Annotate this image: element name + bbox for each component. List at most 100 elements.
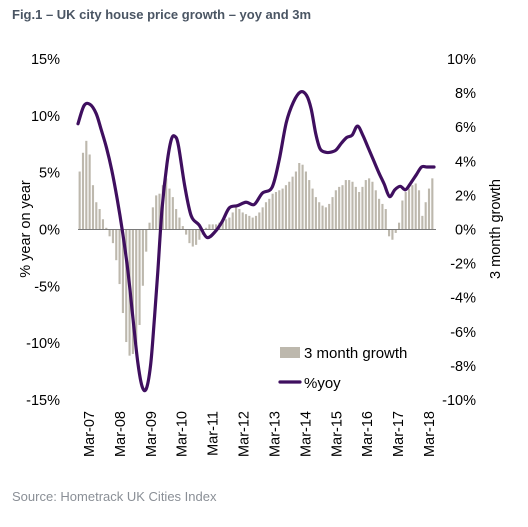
bar-mark	[331, 197, 334, 230]
bar-mark	[141, 229, 144, 286]
bar-mark	[368, 178, 371, 230]
bar-mark	[115, 229, 118, 261]
bar-mark	[291, 176, 294, 230]
bar-mark	[258, 212, 261, 230]
bar-mark	[88, 154, 91, 230]
left-tick-label: 0%	[39, 223, 60, 239]
bar-mark	[324, 207, 327, 230]
bar-mark	[81, 152, 85, 230]
bar-mark	[404, 191, 407, 230]
x-tick-label: Mar-10	[175, 411, 191, 457]
x-axis-ticks: Mar-07 Mar-08 Mar-09 Mar-10 Mar-11 Mar-12 Mar-…	[82, 411, 438, 457]
bar-mark	[251, 217, 254, 230]
bar-mark	[91, 185, 95, 230]
x-tick-label: Mar-12	[237, 411, 253, 457]
bar-mark	[288, 181, 291, 230]
right-tick-label: 4%	[455, 154, 476, 170]
bar-mark	[248, 215, 251, 230]
bar-mark	[178, 217, 181, 230]
right-tick-label: 0%	[455, 223, 476, 239]
bar-mark	[224, 219, 228, 230]
bar-mark	[188, 229, 191, 244]
bar-mark	[78, 171, 81, 230]
bar-mark	[171, 197, 174, 230]
bar-mark	[388, 229, 391, 237]
bar-mark	[175, 209, 178, 230]
bar-mark	[414, 183, 417, 230]
bar-mark	[294, 171, 297, 230]
bar-mark	[268, 198, 271, 230]
bar-mark	[304, 171, 307, 230]
line-series-yoy	[76, 90, 436, 393]
bar-mark	[261, 207, 264, 230]
left-tick-label: 10%	[31, 109, 60, 125]
bar-mark	[211, 224, 214, 230]
bar-mark	[321, 205, 324, 230]
bar-mark	[101, 219, 105, 230]
bar-mark	[158, 193, 161, 230]
legend: 3 month growth %yoy	[278, 345, 407, 392]
x-tick-label: Mar-15	[329, 411, 345, 457]
bar-mark	[427, 188, 431, 230]
bar-mark	[401, 200, 404, 230]
left-tick-label: -5%	[34, 279, 60, 295]
bar-mark	[185, 229, 188, 235]
left-axis-ticks: 15% 10% 5% 0% -5% -10% -15%	[26, 52, 60, 409]
bar-mark	[215, 224, 218, 230]
bar-mark	[168, 188, 171, 230]
legend-label-yoy: %yoy	[304, 375, 341, 392]
bar-mark	[165, 178, 168, 230]
legend-label-3-month-growth: 3 month growth	[304, 345, 407, 362]
bar-mark	[364, 180, 367, 230]
bar-mark	[354, 186, 357, 230]
bar-mark	[281, 188, 284, 230]
bar-mark	[95, 202, 98, 230]
bar-mark	[98, 209, 101, 230]
bar-mark	[105, 227, 108, 230]
bar-mark	[421, 215, 424, 230]
left-tick-label: 5%	[39, 166, 60, 182]
bar-mark	[138, 229, 141, 325]
left-tick-label: -10%	[26, 336, 60, 352]
bar-mark	[148, 222, 151, 230]
right-tick-label: 8%	[455, 86, 476, 102]
x-tick-label: Mar-13	[268, 411, 284, 457]
right-tick-label: 10%	[447, 52, 476, 68]
bar-mark	[298, 163, 301, 230]
bar-mark	[384, 209, 387, 230]
bar-mark	[301, 164, 304, 230]
bar-mark	[348, 180, 351, 230]
bar-mark	[394, 229, 397, 233]
bar-mark	[344, 180, 347, 230]
left-tick-label: -15%	[26, 393, 60, 409]
bar-mark	[111, 229, 114, 244]
left-axis-title: % year on year	[18, 180, 34, 278]
bar-mark	[424, 202, 427, 230]
bar-mark	[135, 229, 138, 344]
bar-mark	[318, 202, 321, 230]
x-tick-label: Mar-11	[206, 411, 222, 456]
bar-mark	[411, 185, 414, 230]
bar-mark	[358, 191, 361, 230]
bar-mark	[391, 229, 394, 240]
bar-mark	[85, 140, 88, 230]
bar-mark	[254, 215, 258, 230]
legend-swatch-3-month-growth	[280, 347, 300, 358]
bar-mark	[221, 219, 224, 230]
bar-mark	[378, 198, 381, 230]
right-axis-ticks: 10% 8% 6% 4% 2% 0% -2% -4% -6% -8% -10%	[442, 52, 476, 409]
bar-mark	[431, 178, 434, 230]
figure-title: Fig.1 – UK city house price growth – yoy…	[12, 7, 312, 22]
bar-mark	[264, 202, 268, 230]
bar-mark	[407, 188, 411, 230]
x-tick-label: Mar-16	[360, 411, 376, 457]
bar-mark	[238, 209, 241, 230]
bar-mark	[195, 229, 198, 245]
bar-mark	[417, 190, 421, 230]
bar-mark	[374, 190, 377, 230]
right-tick-label: -8%	[450, 359, 476, 375]
bar-mark	[198, 229, 201, 240]
bar-mark	[284, 185, 288, 230]
x-tick-label: Mar-14	[298, 411, 314, 457]
